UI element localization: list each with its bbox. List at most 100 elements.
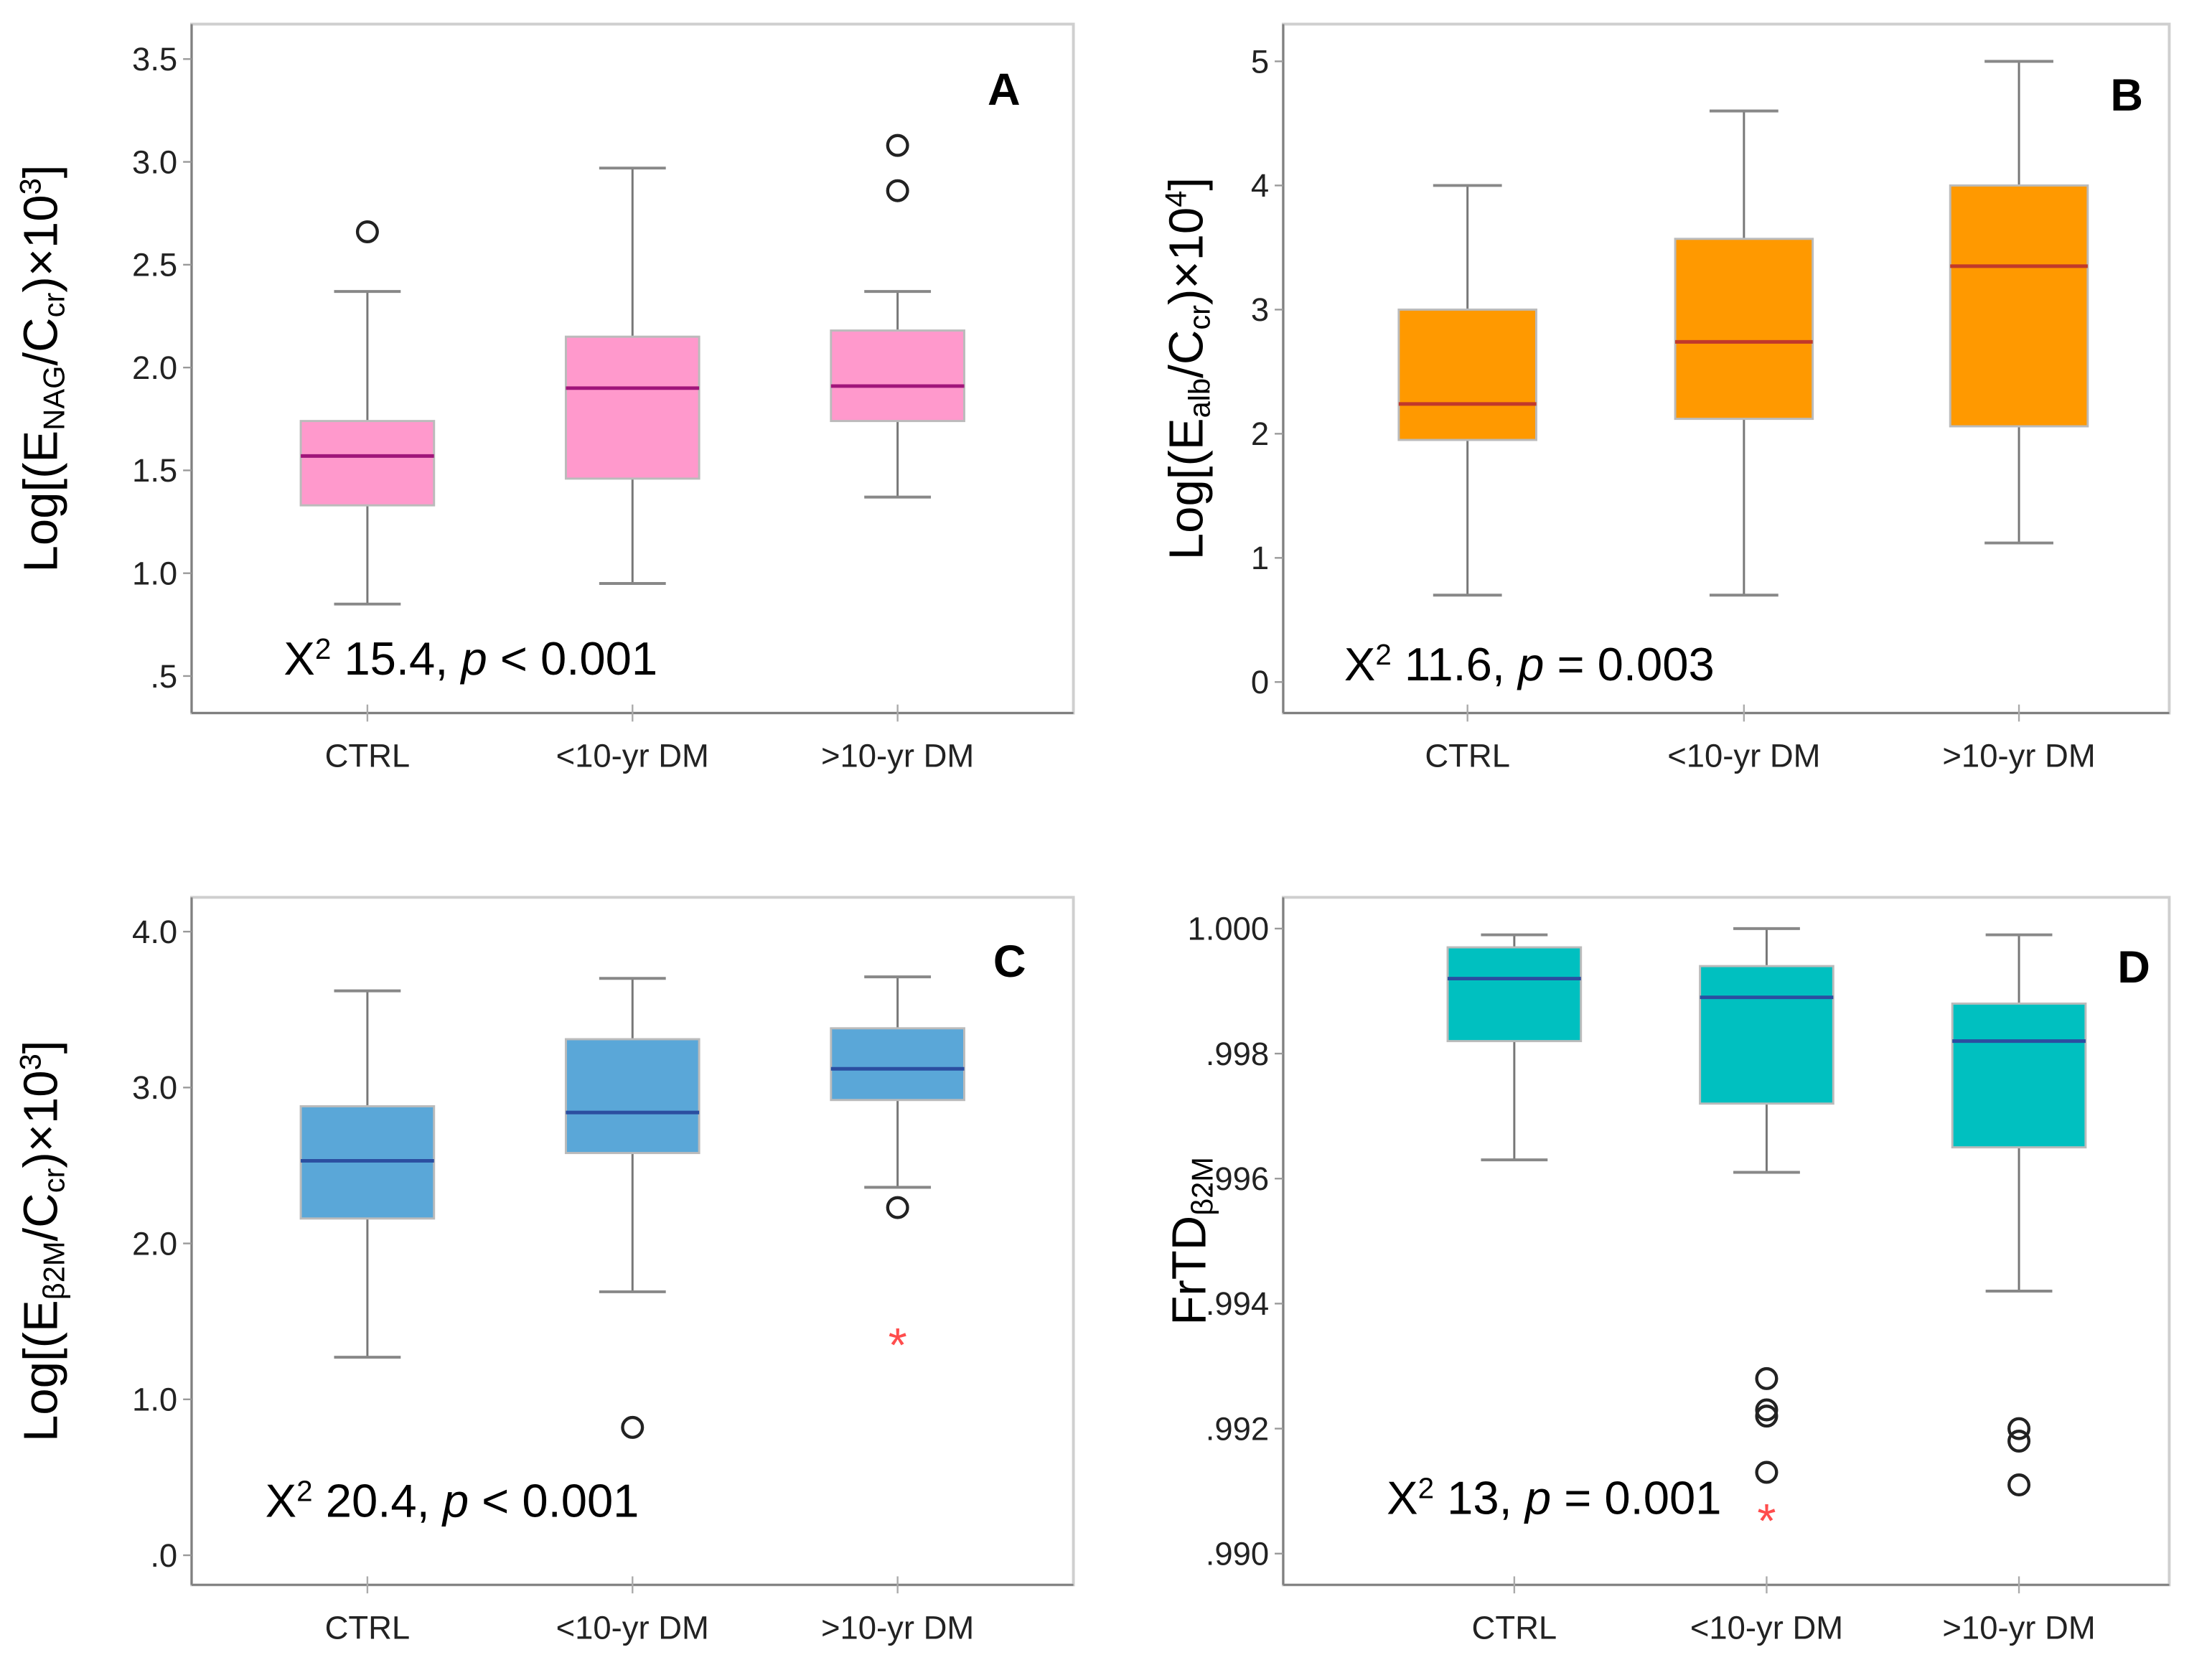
y-tick-label: .992 [1206, 1410, 1269, 1447]
stat-annotation-part: 15.4, [331, 632, 461, 685]
box-iqr [1674, 238, 1814, 421]
y-tick-label: 2.5 [132, 247, 177, 283]
y-axis-label-part: ] [14, 165, 67, 179]
y-tick-label: 2.0 [132, 1225, 177, 1262]
x-tick-label: >10-yr DM [821, 738, 974, 774]
y-axis-label-part: )×10 [14, 1070, 67, 1168]
stat-annotation-part: 2 [315, 632, 331, 665]
x-tick-label: <10-yr DM [556, 1609, 709, 1646]
stat-annotation-part: = 0.001 [1551, 1472, 1721, 1524]
panel-label: A [988, 65, 1021, 115]
outlier-point [886, 1196, 909, 1219]
y-tick-label: 3.0 [132, 144, 177, 180]
y-tick-label: 4.0 [132, 914, 177, 950]
panel-d: .990 .992 .994 .996 .998 1.000 CTRL <10-yr DM * >… [1162, 896, 2171, 1646]
y-tick-label: 0 [1251, 664, 1269, 700]
stat-annotation-part: < 0.001 [487, 632, 657, 685]
stat-annotation-part: 13, [1434, 1472, 1525, 1524]
box-iqr [830, 329, 965, 423]
extreme-point: * [1757, 1494, 1776, 1548]
x-tick-label: CTRL [1425, 738, 1510, 774]
x-tick-label: <10-yr DM [1690, 1609, 1843, 1646]
outlier-point [2007, 1473, 2031, 1496]
stat-annotation: X2 15.4, p < 0.001 [283, 632, 657, 685]
stat-annotation-part: p [1524, 1472, 1551, 1524]
y-tick-label: 2 [1251, 416, 1269, 452]
stat-annotation-part: 20.4, [313, 1475, 443, 1527]
y-tick-label: 1 [1251, 540, 1269, 576]
y-tick-label: 1.0 [132, 1382, 177, 1418]
y-axis-label: Log[(Eβ2M/Ccr)×103] [13, 1041, 70, 1443]
box-iqr [299, 420, 436, 507]
stat-annotation-part: X [283, 632, 314, 685]
panel-c: .0 1.0 2.0 3.0 4.0 CTRL <10-yr DM >10-yr DM * C X2… [13, 896, 1075, 1646]
y-tick-label: .996 [1206, 1160, 1269, 1197]
y-axis-label-part: /C [14, 1193, 67, 1241]
y-tick-label: 1.5 [132, 452, 177, 489]
box-iqr [1397, 308, 1537, 441]
outlier-point [1755, 1398, 1778, 1422]
x-tick-label: <10-yr DM [1667, 738, 1820, 774]
outlier-point [355, 220, 379, 244]
outlier-point [886, 179, 909, 202]
y-axis-label-part: cr [1183, 305, 1217, 330]
stat-annotation-part: 11.6, [1392, 638, 1518, 690]
stat-annotation-part: 2 [296, 1474, 312, 1507]
outlier-point [1755, 1405, 1778, 1428]
box-iqr [1446, 946, 1583, 1043]
panel-b: 0 1 2 3 4 5 CTRL <10-yr DM >10-yr DM B X2 11.6, p … [1158, 22, 2171, 774]
y-axis-label-part: 3 [13, 178, 47, 194]
stat-annotation-part: p [460, 632, 487, 685]
y-tick-label: 1.0 [132, 555, 177, 591]
outlier-point [621, 1415, 645, 1439]
outlier-point [2007, 1417, 2031, 1440]
box-iqr [1699, 965, 1834, 1105]
stat-annotation-part: p [441, 1475, 469, 1527]
y-tick-label: .994 [1206, 1285, 1269, 1322]
y-axis-label-part: NAG [37, 365, 71, 430]
y-axis-label-part: cr [37, 1168, 71, 1193]
y-tick-label: 5 [1251, 43, 1269, 80]
y-axis-label: FrTDβ2M [1162, 1157, 1219, 1326]
y-axis-label-part: 3 [13, 1054, 47, 1070]
outlier-point [2007, 1430, 2031, 1453]
outlier-point [886, 133, 909, 157]
panel-label: D [2117, 942, 2150, 993]
box-iqr [830, 1027, 965, 1102]
x-tick-label: >10-yr DM [1942, 1609, 2095, 1646]
stat-annotation-part: X [1344, 638, 1375, 690]
y-tick-label: 3.0 [132, 1069, 177, 1106]
y-axis-label-part: ] [1159, 177, 1213, 191]
y-axis-label-part: FrTD [1162, 1216, 1216, 1326]
outlier-point [1755, 1460, 1778, 1484]
x-tick-label: CTRL [1472, 1609, 1557, 1646]
panel-label: B [2110, 70, 2143, 121]
stat-annotation: X2 20.4, p < 0.001 [266, 1474, 639, 1527]
x-tick-label: >10-yr DM [821, 1609, 974, 1646]
panel-a: .5 1.0 1.5 2.0 2.5 3.0 3.5 CTRL <10-yr DM >10-yr … [13, 22, 1075, 774]
y-tick-label: .0 [150, 1537, 177, 1574]
y-axis-label-part: )×10 [14, 194, 67, 292]
y-tick-label: .5 [150, 658, 177, 695]
y-axis-label-part: 4 [1158, 191, 1192, 207]
y-axis-label-part: β2M [37, 1241, 71, 1300]
box-iqr [564, 335, 700, 480]
stat-annotation: X2 13, p = 0.001 [1387, 1471, 1721, 1524]
stat-annotation-part: X [266, 1475, 296, 1527]
stat-annotation-part: p [1517, 638, 1544, 690]
x-tick-label: >10-yr DM [1942, 738, 2095, 774]
y-axis-label-part: ] [14, 1041, 67, 1054]
stat-annotation-part: 2 [1418, 1471, 1434, 1504]
box-iqr [564, 1038, 700, 1155]
stat-annotation-part: < 0.001 [469, 1475, 639, 1527]
stat-annotation-part: X [1387, 1472, 1417, 1524]
y-tick-label: 3 [1251, 291, 1269, 328]
stat-annotation-part: = 0.003 [1544, 638, 1714, 690]
x-tick-label: CTRL [325, 738, 411, 774]
x-tick-label: CTRL [325, 1609, 411, 1646]
box-iqr [1949, 184, 2089, 428]
panel-label: C [993, 937, 1026, 987]
y-tick-label: .990 [1206, 1536, 1269, 1572]
y-axis-label-part: /C [14, 317, 67, 365]
